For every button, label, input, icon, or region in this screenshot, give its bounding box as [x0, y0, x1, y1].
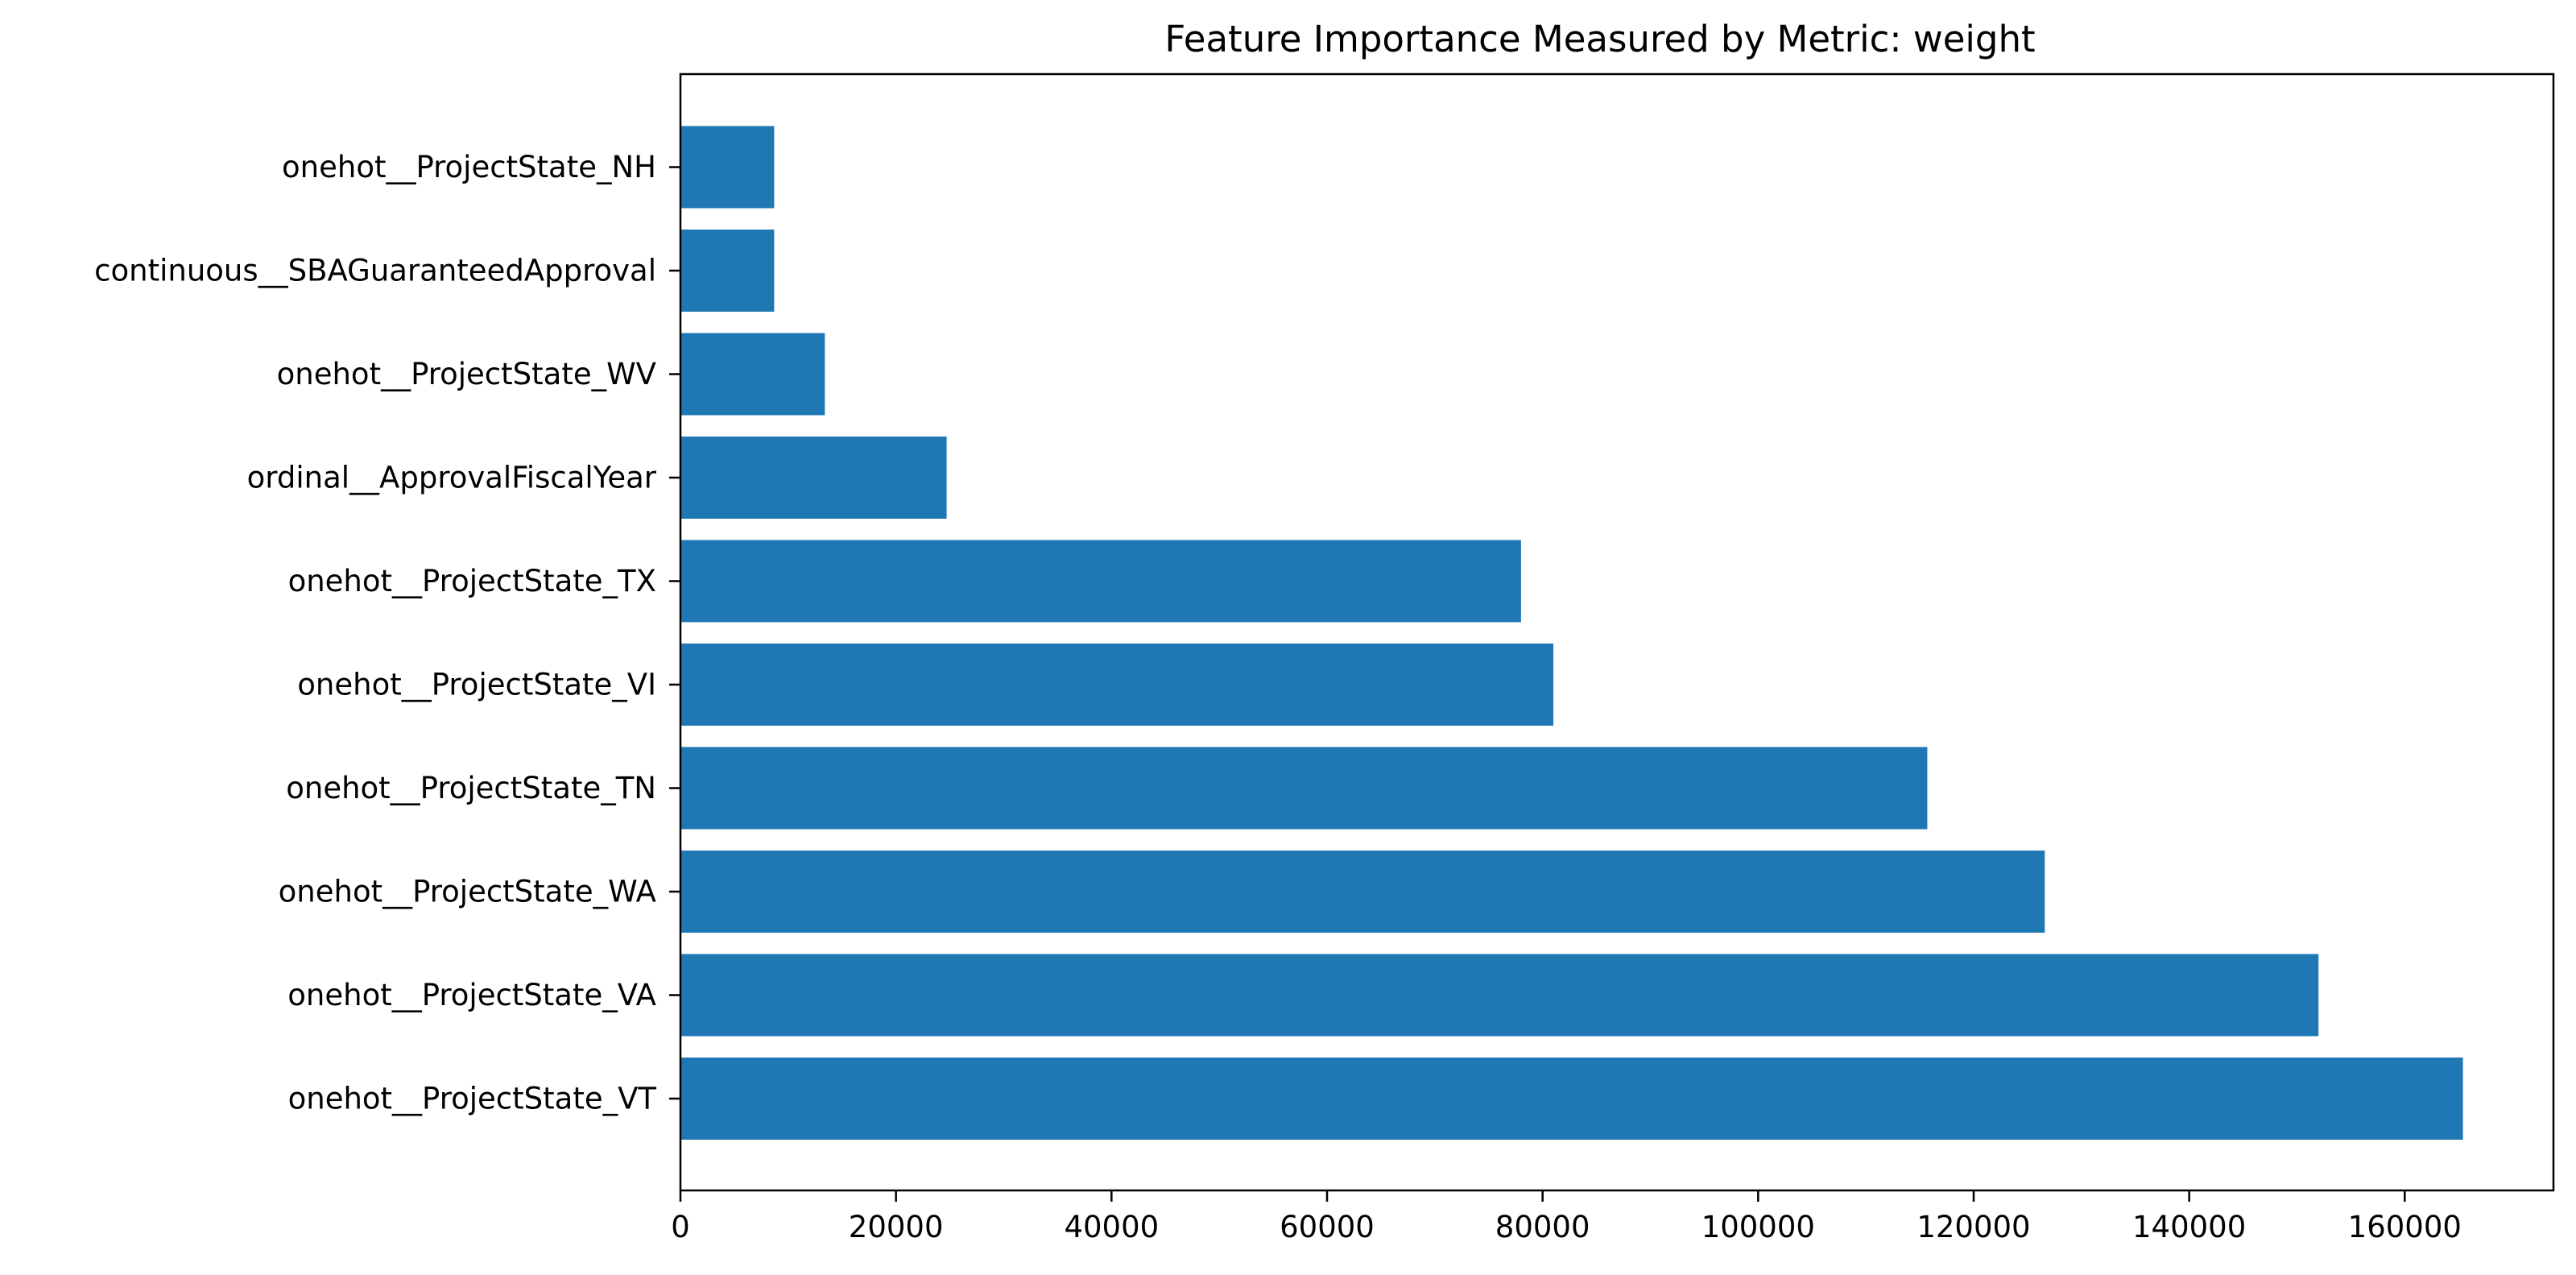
x-tick-label-0: 0	[671, 1210, 690, 1244]
y-axis-ticks: onehot__ProjectState_VT onehot__ProjectSt…	[94, 150, 680, 1116]
bar-5	[680, 540, 1521, 623]
y-tick-label-4: onehot__ProjectState_VI	[297, 668, 656, 702]
bar-6	[680, 437, 947, 519]
x-tick-label-2: 40000	[1064, 1210, 1159, 1244]
plot-frame	[679, 72, 2555, 1192]
x-tick-label-7: 140000	[2132, 1210, 2246, 1244]
chart-title: Feature Importance Measured by Metric: w…	[1164, 18, 2035, 60]
bar-7	[680, 333, 825, 416]
y-tick-label-8: continuous__SBAGuaranteedApproval	[94, 254, 656, 288]
y-tick-label-3: onehot__ProjectState_TN	[286, 771, 656, 805]
x-tick-label-1: 20000	[849, 1210, 944, 1244]
y-tick-label-7: onehot__ProjectState_WV	[277, 357, 656, 391]
y-tick-label-2: onehot__ProjectState_WA	[279, 875, 656, 909]
x-tick-label-4: 80000	[1495, 1210, 1590, 1244]
bar-8	[680, 230, 775, 312]
x-tick-label-3: 60000	[1280, 1210, 1375, 1244]
bar-9	[680, 126, 775, 209]
y-tick-label-5: onehot__ProjectState_TX	[288, 564, 656, 598]
x-tick-label-5: 100000	[1701, 1210, 1815, 1244]
bars-layer	[680, 126, 2463, 1140]
bar-2	[680, 851, 2045, 933]
x-tick-label-6: 120000	[1916, 1210, 2030, 1244]
bar-1	[680, 954, 2319, 1037]
bar-0	[680, 1058, 2463, 1140]
y-tick-label-1: onehot__ProjectState_VA	[287, 978, 656, 1012]
x-tick-label-8: 160000	[2348, 1210, 2462, 1244]
y-tick-label-6: ordinal__ApprovalFiscalYear	[247, 461, 657, 495]
y-tick-label-9: onehot__ProjectState_NH	[282, 150, 656, 184]
x-axis-ticks: 0 20000 40000 60000 80000 100000 120000 140000 1…	[671, 1190, 2462, 1244]
y-tick-label-0: onehot__ProjectState_VT	[288, 1082, 657, 1116]
bar-3	[680, 747, 1928, 830]
bar-4	[680, 644, 1554, 726]
